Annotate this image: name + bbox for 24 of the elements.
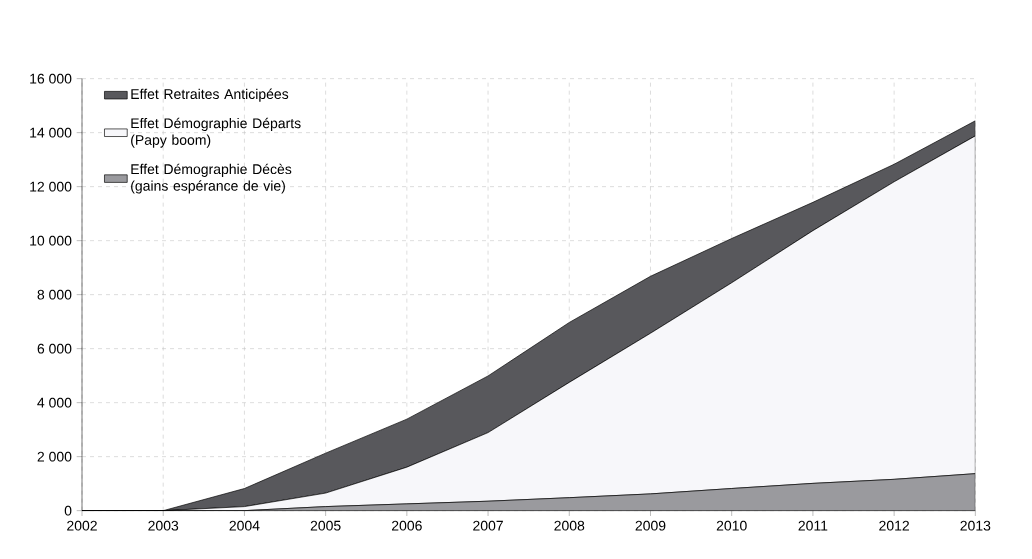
y-tick-label: 8 000 — [37, 289, 72, 300]
y-tick-label: 0 — [64, 505, 72, 516]
x-tick-label: 2005 — [310, 520, 341, 531]
x-tick-label: 2013 — [960, 520, 991, 531]
x-tick-label: 2008 — [554, 520, 585, 531]
y-tick-label: 2 000 — [37, 451, 72, 462]
x-tick-label: 2006 — [391, 520, 422, 531]
legend-label: Effet Démographie Décès (gains espérance de vie) — [131, 163, 292, 194]
x-tick-label: 2007 — [473, 520, 503, 531]
x-tick-label: 2004 — [229, 520, 260, 531]
y-tick-label: 4 000 — [37, 397, 72, 408]
x-tick-label: 2003 — [148, 520, 179, 531]
x-tick-label: 2011 — [798, 520, 828, 531]
x-tick-label: 2002 — [67, 520, 97, 531]
x-tick-label: 2010 — [716, 520, 747, 531]
legend-label: Effet Démographie Départs (Papy boom) — [131, 117, 301, 148]
y-tick-label: 10 000 — [30, 235, 72, 246]
x-tick-label: 2009 — [635, 520, 666, 531]
y-tick-label: 14 000 — [30, 127, 72, 138]
y-tick-label: 6 000 — [37, 343, 72, 354]
y-tick-label: 16 000 — [30, 73, 72, 84]
legend-label: Effet Retraites Anticipées — [131, 88, 289, 102]
y-tick-label: 12 000 — [30, 181, 72, 192]
x-tick-label: 2012 — [879, 520, 909, 531]
